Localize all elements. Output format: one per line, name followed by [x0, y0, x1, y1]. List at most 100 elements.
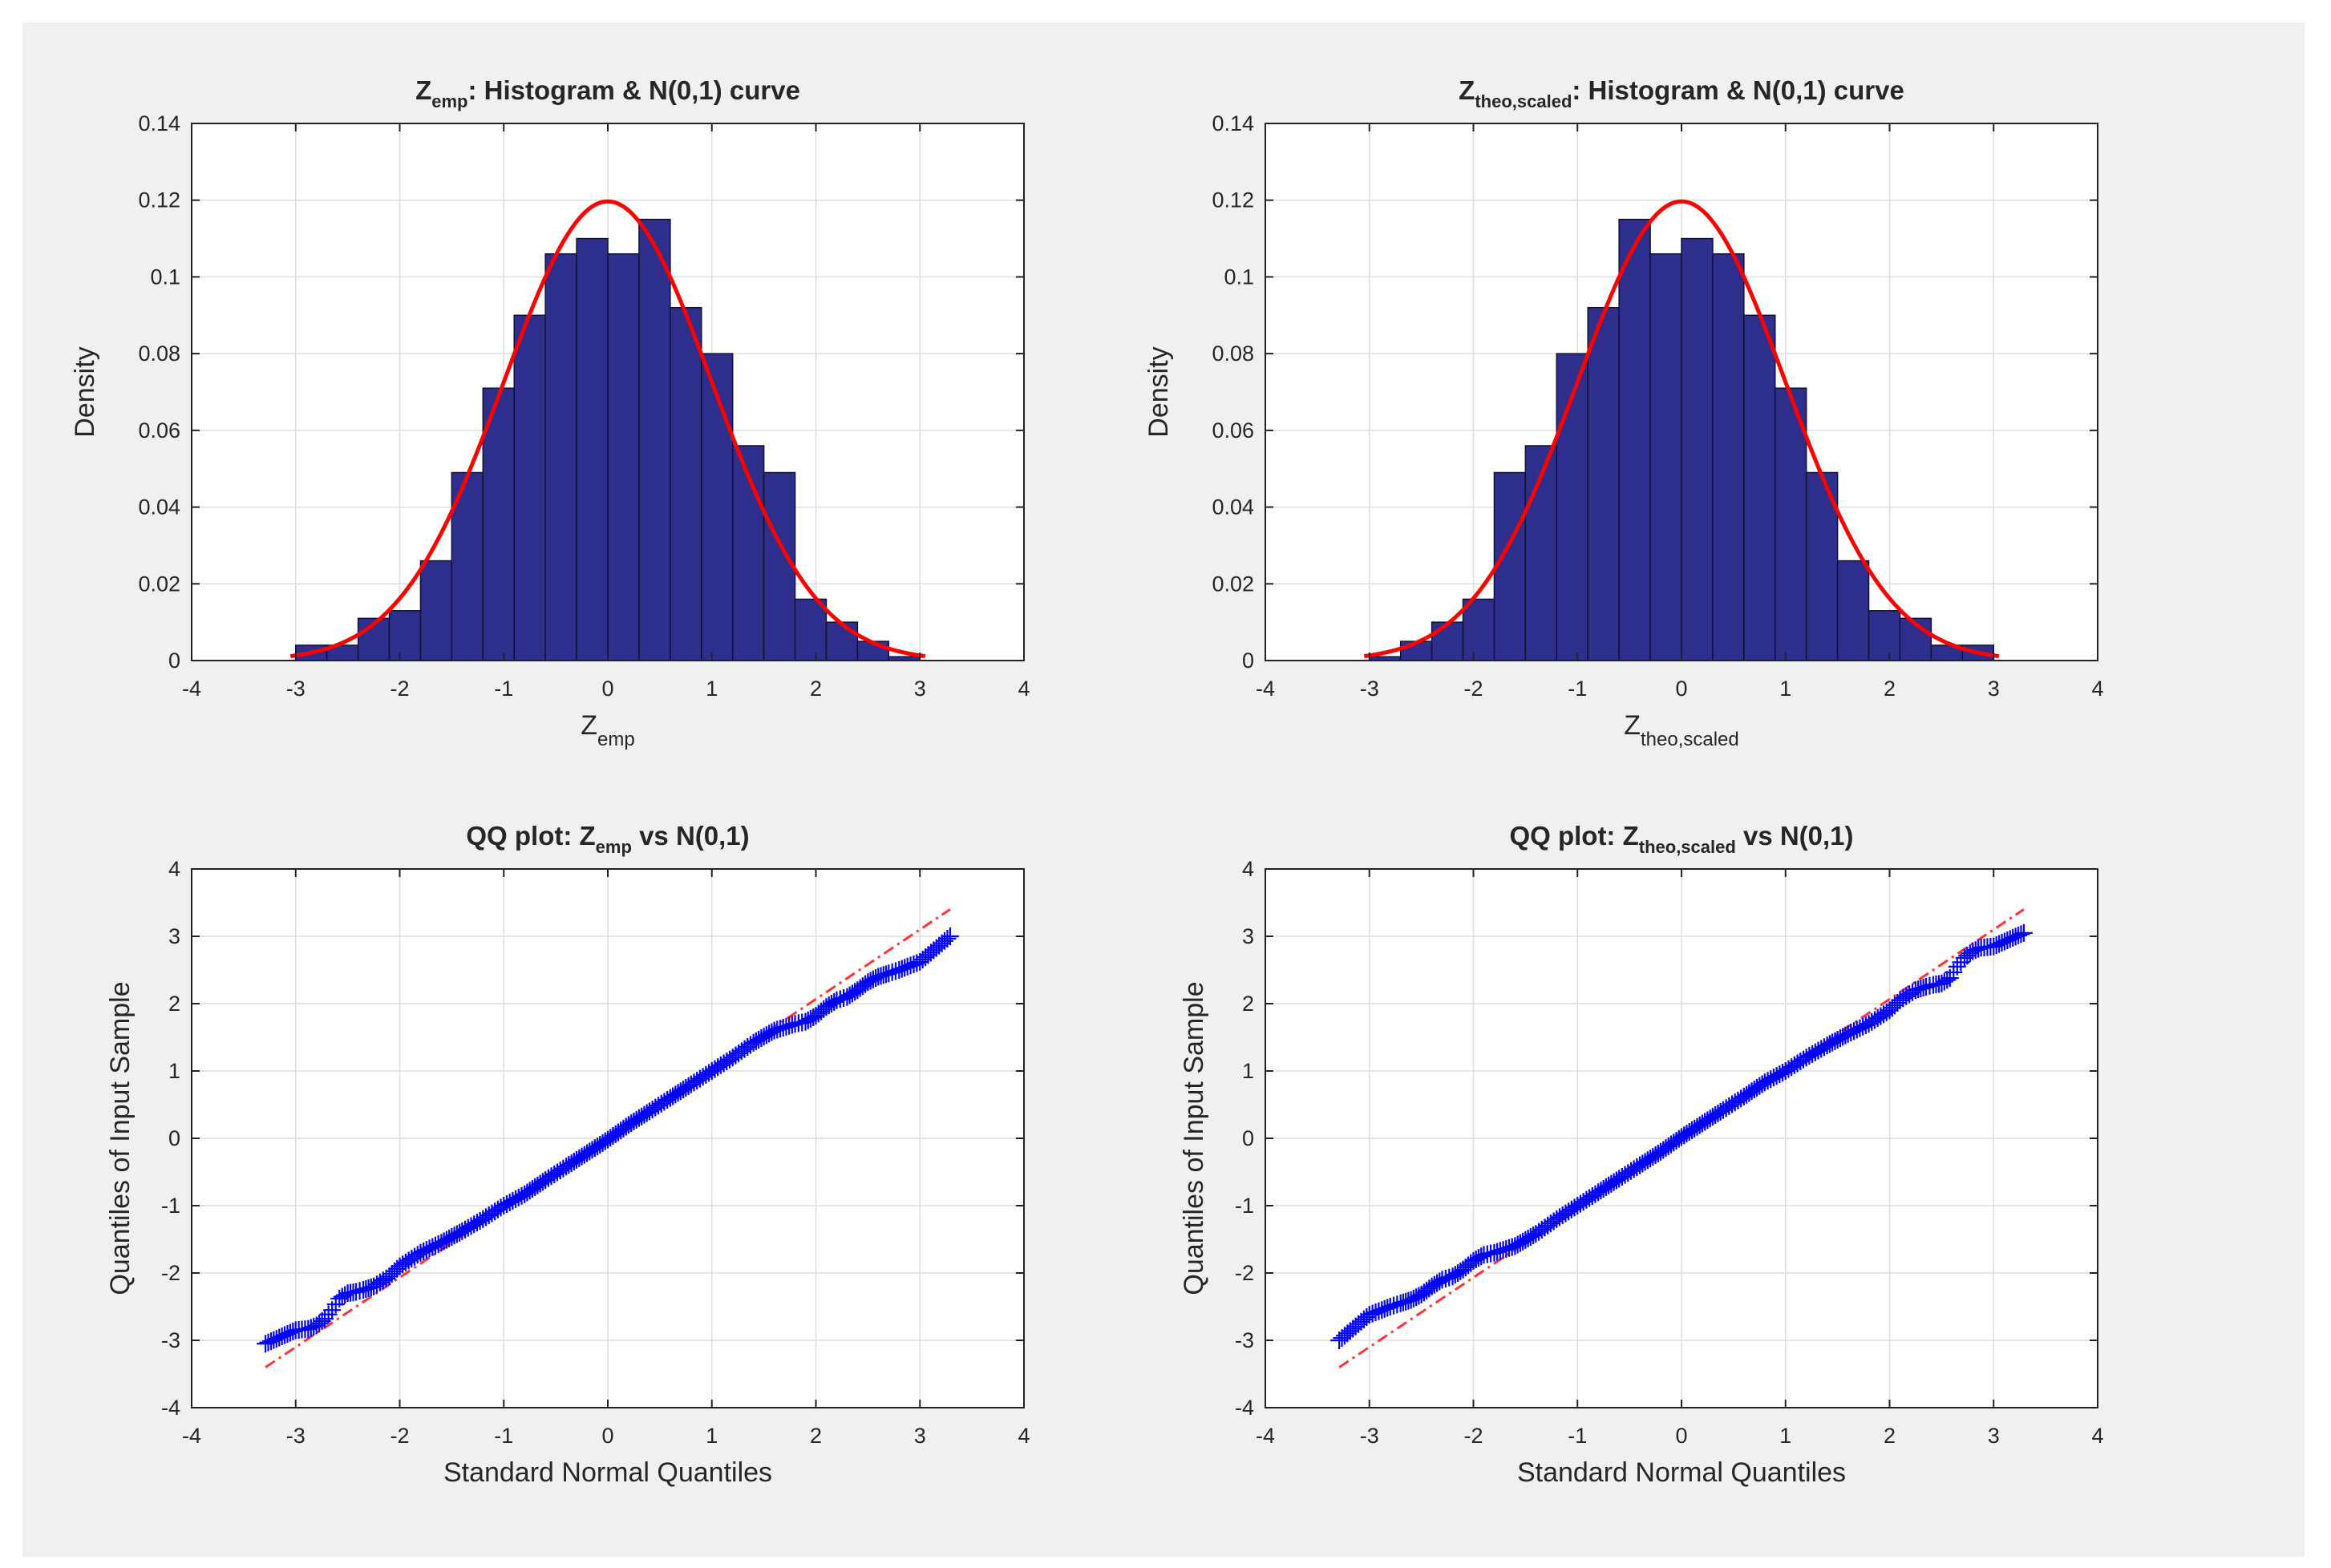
chart-title-subscript: emp: [431, 91, 467, 111]
histogram-bar: [1649, 253, 1682, 661]
histogram-bar: [794, 598, 828, 661]
chart-title-rest: vs N(0,1): [632, 821, 750, 851]
y-tick-label: 0.12: [1212, 188, 1254, 212]
y-tick-label: 0.04: [1212, 495, 1254, 519]
qq-marker: [1385, 1296, 1403, 1315]
y-tick-label: 0.08: [1212, 341, 1254, 366]
y-axis-label: Density: [70, 346, 100, 437]
x-axis-label-main: Standard Normal Quantiles: [443, 1457, 772, 1488]
y-tick-label: 0.14: [1212, 111, 1254, 135]
y-tick-label: 0.1: [1224, 265, 1254, 289]
y-tick-label: -2: [1235, 1261, 1254, 1285]
x-axis-label: Standard Normal Quantiles: [443, 1457, 772, 1488]
histogram-bar: [825, 621, 859, 661]
histogram-bar: [482, 387, 515, 661]
x-tick-label: 2: [810, 677, 822, 701]
x-tick-label: 4: [1018, 677, 1030, 701]
x-axis-label: Ztheo,scaled: [1624, 710, 1739, 750]
normal-curve: [289, 199, 926, 659]
y-tick-label: -3: [1235, 1328, 1254, 1352]
qq-marker: [1948, 957, 1966, 976]
qq-marker: [1436, 1270, 1455, 1287]
x-tick-label: -4: [1256, 1424, 1275, 1448]
qq-marker: [2012, 925, 2030, 944]
x-tick-label: -1: [494, 1424, 513, 1448]
x-tick-label: -3: [286, 1424, 306, 1448]
histogram-bar: [1712, 253, 1745, 661]
qq-marker: [828, 991, 846, 1009]
x-tick-label: 0: [601, 677, 613, 701]
y-tick-label: 3: [1242, 924, 1254, 948]
x-tick-label: 3: [914, 677, 926, 701]
x-tick-label: 0: [1675, 1424, 1687, 1448]
chart-title: QQ plot: Zemp vs N(0,1): [466, 821, 749, 857]
x-axis-label-main: Z: [581, 710, 597, 741]
x-tick-label: 0: [1675, 677, 1687, 701]
y-tick-label: 0.04: [138, 495, 180, 519]
x-tick-label: 1: [1779, 677, 1791, 701]
chart-title: Ztheo,scaled: Histogram & N(0,1) curve: [1459, 75, 1904, 111]
figure-canvas: -4 -3 -2 -1 0 1 2 3 4 0 0.02 0.04 0.06 0.08 0.1 0.12 0.1…: [22, 22, 2305, 1557]
x-tick-label: 4: [1018, 1424, 1030, 1448]
x-tick-label: -2: [1463, 677, 1483, 701]
histogram-bar: [638, 218, 671, 661]
histogram-bar: [607, 253, 640, 661]
histogram-bar: [1524, 445, 1558, 661]
chart-title-rest: vs N(0,1): [1736, 821, 1854, 851]
axes-hist-theo: -4 -3 -2 -1 0 1 2 3 4 0 0.02 0.04 0.06 0.08 0.1 0.12 0.1…: [1143, 75, 2104, 750]
y-tick-label: 2: [168, 992, 180, 1016]
y-tick-label: 0.02: [138, 572, 180, 596]
chart-title-main: QQ plot: Z: [466, 821, 595, 851]
x-tick-label: -2: [390, 1424, 409, 1448]
x-tick-label: 1: [1779, 1424, 1791, 1448]
x-tick-label: 4: [2091, 1424, 2103, 1448]
histogram-bar: [1618, 218, 1651, 661]
x-axis-label: Zemp: [581, 710, 634, 750]
y-tick-label: 4: [168, 857, 180, 881]
qq-marker: [880, 964, 898, 983]
histogram-bar: [1587, 306, 1620, 661]
qq-marker: [319, 1305, 338, 1324]
x-tick-label: -3: [1360, 1424, 1379, 1448]
histogram-bar: [1431, 621, 1464, 661]
y-tick-label: 4: [1242, 857, 1254, 881]
histogram-bar: [419, 560, 453, 661]
y-tick-label: -1: [1235, 1194, 1254, 1218]
chart-title: QQ plot: Ztheo,scaled vs N(0,1): [1509, 821, 1853, 857]
x-axis-label: Standard Normal Quantiles: [1517, 1457, 1846, 1488]
x-tick-label: 3: [914, 1424, 926, 1448]
chart-title-main: Z: [415, 75, 431, 105]
y-tick-label: 0: [168, 649, 180, 673]
histogram-bar: [388, 610, 422, 661]
x-tick-label: 4: [2091, 677, 2103, 701]
y-tick-label: 0.02: [1212, 572, 1254, 596]
histogram-bar: [670, 306, 702, 661]
qq-marker: [1433, 1271, 1451, 1289]
chart-title-main: Z: [1459, 75, 1475, 105]
x-tick-label: 3: [1988, 677, 2000, 701]
x-tick-label: -4: [1256, 677, 1275, 701]
y-tick-label: 0: [1242, 1126, 1254, 1150]
x-tick-label: -1: [1568, 1424, 1587, 1448]
chart-title-subscript: emp: [596, 837, 632, 857]
histogram-bar: [1556, 353, 1588, 661]
y-tick-label: -4: [1235, 1396, 1254, 1420]
y-tick-label: -2: [161, 1261, 180, 1285]
y-tick-label: -1: [161, 1194, 180, 1218]
x-axis-label-subscript: theo,scaled: [1641, 729, 1739, 750]
y-tick-label: -4: [161, 1396, 180, 1420]
histogram-bar: [1681, 237, 1714, 661]
y-tick-label: 3: [168, 924, 180, 948]
qq-marker: [347, 1283, 366, 1301]
y-axis-label: Quantiles of Input Sample: [1179, 981, 1209, 1295]
axes-hist-emp: -4 -3 -2 -1 0 1 2 3 4 0 0.02 0.04 0.06 0.08 0.1 0.12 0.1…: [70, 75, 1030, 750]
y-tick-label: 0.08: [138, 341, 180, 366]
y-tick-label: 0.06: [1212, 418, 1254, 443]
chart-title: Zemp: Histogram & N(0,1) curve: [415, 75, 800, 111]
chart-title-subscript: theo,scaled: [1475, 91, 1572, 111]
x-tick-label: 0: [601, 1424, 613, 1448]
x-tick-label: -4: [182, 1424, 201, 1448]
axes-qq-theo: -4 -3 -2 -1 0 1 2 3 4 -4 -3 -2 -1 0 1 2 3 4 QQ plot: Ztheo…: [1179, 821, 2104, 1488]
normal-curve: [1363, 199, 2000, 659]
histogram-bar: [544, 253, 577, 661]
